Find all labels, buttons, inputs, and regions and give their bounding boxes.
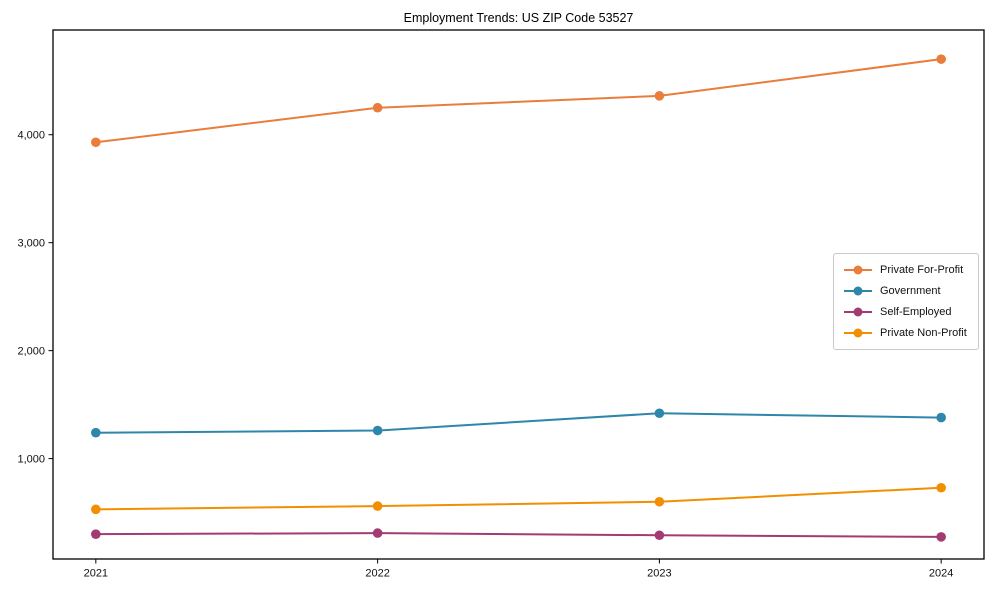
data-point (91, 427, 101, 438)
data-point (372, 102, 383, 113)
data-point (936, 482, 946, 493)
legend-item-private-non-profit: Private Non-Profit (843, 325, 967, 341)
legend-item-private-for-profit: Private For-Profit (843, 262, 967, 278)
legend-marker-icon (844, 328, 872, 338)
data-point (91, 504, 101, 515)
legend-label: Government (880, 285, 941, 297)
y-tick-label: 2,000 (17, 346, 45, 358)
series-line-self-employed (95, 532, 942, 538)
data-point (654, 91, 665, 101)
data-point (372, 501, 383, 511)
x-tick-label: 2022 (365, 568, 389, 580)
x-tick-label: 2021 (84, 568, 108, 580)
data-point (372, 528, 383, 538)
legend-marker-icon (844, 286, 872, 296)
data-point (91, 529, 101, 539)
data-point (654, 496, 665, 507)
y-tick-label: 1,000 (17, 453, 45, 465)
legend-item-government: Government (843, 283, 967, 299)
chart-title: Employment Trends: US ZIP Code 53527 (403, 11, 634, 25)
plot-border (52, 29, 985, 560)
legend-label: Private For-Profit (880, 264, 964, 276)
data-point (654, 408, 665, 419)
data-point (936, 54, 946, 64)
legend-marker-icon (844, 307, 872, 317)
legend-label: Private Non-Profit (880, 327, 967, 339)
legend-label: Self-Employed (880, 306, 952, 318)
chart-legend: Private For-Profit Government Self-Employe… (833, 253, 979, 350)
data-point (936, 412, 946, 423)
legend-item-self-employed: Self-Employed (843, 304, 967, 320)
y-tick-label: 3,000 (17, 238, 45, 250)
data-point (654, 530, 665, 541)
legend-marker-icon (844, 265, 872, 275)
series-line-private-for-profit (95, 58, 942, 144)
series-line-private-non-profit (95, 486, 942, 511)
series-line-government (95, 412, 942, 434)
data-point (372, 425, 383, 436)
x-tick-label: 2023 (647, 568, 671, 580)
x-tick-label: 2024 (929, 568, 953, 580)
data-point (91, 137, 101, 148)
data-point (936, 532, 946, 542)
y-tick-label: 4,000 (17, 130, 45, 142)
